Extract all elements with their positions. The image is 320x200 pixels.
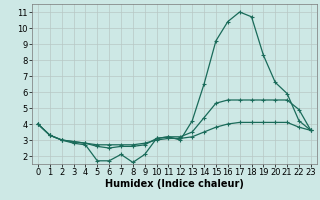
X-axis label: Humidex (Indice chaleur): Humidex (Indice chaleur) bbox=[105, 179, 244, 189]
